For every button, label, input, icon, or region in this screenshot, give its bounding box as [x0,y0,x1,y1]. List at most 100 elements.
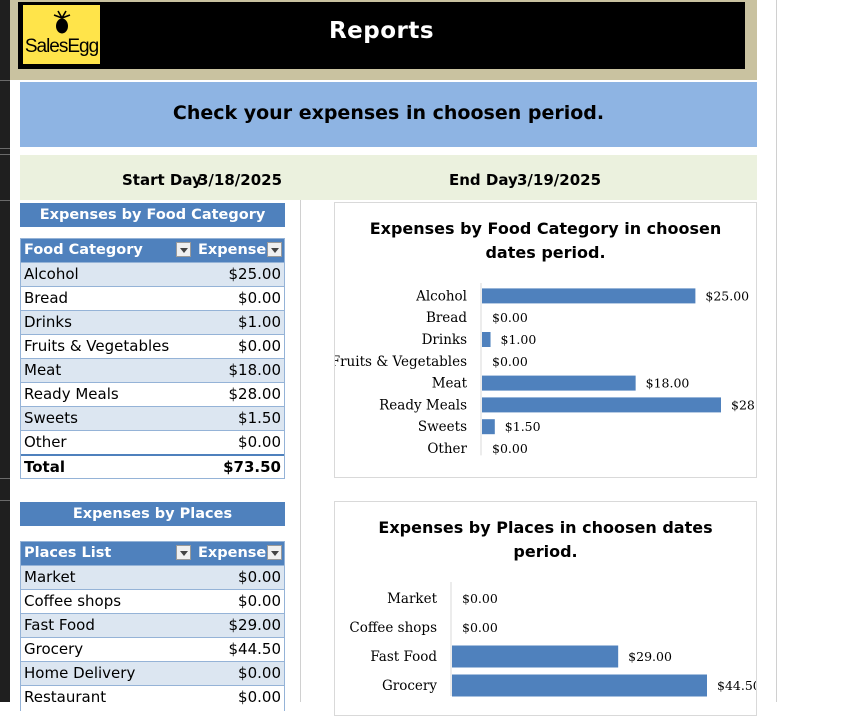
page-title: Reports [328,18,435,44]
cell-gridline [300,200,301,702]
row-marker [0,148,10,149]
expense-value: $0.00 [238,433,281,451]
row-marker [0,154,10,155]
end-day-label: End Day [449,171,518,189]
data-label: $44.50 [717,678,756,693]
expense-value: $0.00 [238,568,281,586]
place-name: Restaurant [24,688,107,706]
table-row[interactable]: Alcohol $25.00 [21,262,284,286]
category-name: Fruits & Vegetables [24,337,170,355]
expense-value: $44.50 [228,640,282,658]
category-tick-label: Fruits & Vegetables [335,354,467,370]
expense-value: $0.00 [238,664,281,682]
bar[interactable] [452,645,619,668]
row-marker [0,500,10,501]
table-row[interactable]: Bread $0.00 [21,286,284,310]
chart-title-line: period. [513,542,578,561]
table-row[interactable]: Drinks $1.00 [21,310,284,334]
egg-icon [53,10,71,34]
header-bar [18,2,745,69]
category-tick-label: Alcohol [415,288,467,304]
data-label: $0.00 [492,441,528,456]
category-tick-label: Sweets [418,419,467,435]
chart-title-line: Expenses by Places in choosen dates [378,518,713,537]
expense-value: $25.00 [228,265,282,283]
category-name: Ready Meals [24,385,119,403]
places-chart[interactable]: Expenses by Places in choosen dates peri… [334,501,757,716]
cell-gridline [776,0,777,702]
filter-dropdown-icon[interactable] [176,545,191,560]
food-category-header: Food Category [24,242,143,258]
places-section-title: Expenses by Places [20,502,285,526]
data-label: $28.00 [731,397,756,412]
category-tick-label: Coffee shops [349,620,437,636]
place-name: Market [24,568,76,586]
table-row[interactable]: Meat $18.00 [21,358,284,382]
expense-value: $29.00 [228,616,282,634]
food-category-chart[interactable]: Expenses by Food Category in choosen dat… [334,202,757,478]
expense-value: $28.00 [228,385,282,403]
bar[interactable] [482,419,495,435]
table-row[interactable]: Grocery $44.50 [21,637,284,661]
bar[interactable] [482,375,636,391]
category-name: Sweets [24,409,78,427]
expense-value: $1.50 [238,409,281,427]
table-row[interactable]: Fruits & Vegetables $0.00 [21,334,284,358]
filter-dropdown-icon[interactable] [176,242,191,257]
place-name: Home Delivery [24,664,136,682]
expenses-header: Expenses [198,545,275,561]
subtitle: Check your expenses in choosen period. [172,102,605,124]
bar[interactable] [482,397,721,413]
row-marker [0,478,10,479]
table-row[interactable]: Market $0.00 [21,565,284,589]
places-table: Places List Expenses Market $0.00 Coffee … [20,541,285,711]
start-day-label: Start Day [122,171,202,189]
table-row[interactable]: Sweets $1.50 [21,406,284,430]
table-row[interactable]: Restaurant $0.00 [21,685,284,709]
place-name: Coffee shops [24,592,122,610]
data-label: $0.00 [492,354,528,369]
data-label: $18.00 [646,376,690,391]
category-tick-label: Meat [432,376,468,392]
place-name: Grocery [24,640,84,658]
total-label: Total [24,458,65,476]
chart-title-line: Expenses by Food Category in choosen [369,219,722,238]
category-name: Drinks [24,313,72,331]
total-value: $73.50 [223,458,281,476]
places-bar-chart: Market $0.00 Coffee shops $0.00 Fast Food $29… [349,582,756,697]
expense-value: $0.00 [238,592,281,610]
filter-dropdown-icon[interactable] [267,242,282,257]
place-name: Fast Food [24,616,95,634]
start-day-value[interactable]: 3/18/2025 [198,171,283,189]
date-band [20,155,757,200]
bar[interactable] [452,674,707,697]
category-tick-label: Ready Meals [379,397,467,413]
table-row[interactable]: Home Delivery $0.00 [21,661,284,685]
data-label: $0.00 [492,310,528,325]
filter-dropdown-icon[interactable] [267,545,282,560]
expense-value: $18.00 [228,361,282,379]
data-label: $1.00 [501,332,537,347]
table-row[interactable]: Coffee shops $0.00 [21,589,284,613]
end-day-value[interactable]: 3/19/2025 [517,171,602,189]
table-row[interactable]: Other $0.00 [21,430,284,454]
row-header-strip [0,0,10,702]
category-tick-label: Other [427,441,467,457]
table-header: Food Category Expenses [21,239,284,262]
row-marker [0,200,10,201]
data-label: $29.00 [628,649,672,664]
bar[interactable] [482,288,696,304]
food-category-table: Food Category Expenses Alcohol $25.00 Bre… [20,238,285,479]
total-row[interactable]: Total $73.50 [21,454,284,478]
food-bar-chart: Alcohol $25.00 Bread $0.00 Drinks $1.00 Fruits… [335,283,756,457]
bar[interactable] [482,332,491,347]
table-row[interactable]: Fast Food $29.00 [21,613,284,637]
expense-value: $0.00 [238,337,281,355]
category-tick-label: Bread [426,310,467,326]
subtitle-band [20,82,757,147]
table-row[interactable]: Ready Meals $28.00 [21,382,284,406]
data-label: $0.00 [462,591,498,606]
table-header: Places List Expenses [21,542,284,565]
salesegg-logo: SalesEgg [23,5,100,64]
places-list-header: Places List [24,545,112,561]
